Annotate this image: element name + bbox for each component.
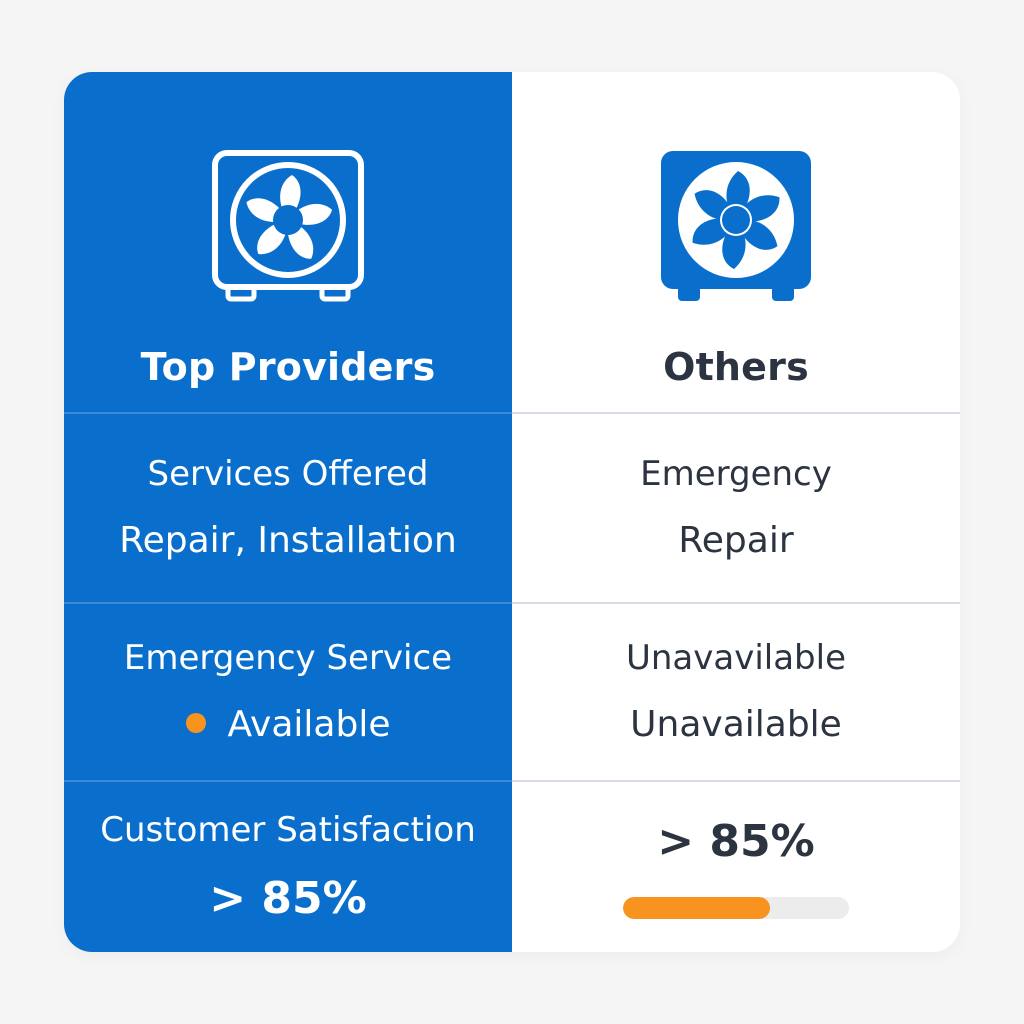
services-offered-cell: Services Offered Repair, Installation (64, 414, 512, 602)
satisfaction-progress-bar (623, 896, 849, 919)
row-label: Unavavilable (625, 638, 847, 678)
status-dot-icon (185, 712, 206, 733)
availability-status: Available (185, 703, 391, 746)
emergency-service-cell: Emergency Service Available (64, 604, 512, 780)
row-divider (64, 412, 512, 414)
row-divider (64, 780, 512, 782)
row-value: Unavailable (630, 703, 842, 745)
others-header: Others (512, 72, 960, 412)
column-title: Others (663, 345, 809, 389)
customer-satisfaction-cell: Customer Satisfaction > 85% (64, 782, 512, 952)
others-column: Others Emergency Repair Unavavilable Una… (512, 72, 960, 952)
row-label: Emergency Service (123, 638, 453, 678)
row-divider (512, 602, 960, 604)
row-value: Available (227, 703, 391, 745)
row-value: Repair, Installation (119, 519, 457, 561)
row-label: Services Offered (147, 454, 429, 494)
emergency-service-cell: Unavavilable Unavailable (512, 604, 960, 780)
column-title: Top Providers (140, 345, 436, 389)
satisfaction-value: > 85% (657, 815, 815, 867)
row-divider (64, 602, 512, 604)
hvac-fan-unit-outline-icon (208, 145, 368, 305)
row-label: Customer Satisfaction (100, 810, 476, 851)
row-divider (512, 412, 960, 414)
row-value: Repair (678, 519, 794, 561)
comparison-card: Top Providers Services Offered Repair, I… (64, 72, 960, 952)
services-offered-cell: Emergency Repair (512, 414, 960, 602)
hvac-fan-unit-filled-icon (656, 145, 816, 305)
top-providers-column: Top Providers Services Offered Repair, I… (64, 72, 512, 952)
progress-fill (623, 896, 770, 919)
row-label: Emergency (640, 454, 832, 494)
row-divider (512, 780, 960, 782)
satisfaction-value: > 85% (209, 872, 367, 924)
top-providers-header: Top Providers (64, 72, 512, 412)
customer-satisfaction-cell: > 85% (512, 782, 960, 952)
